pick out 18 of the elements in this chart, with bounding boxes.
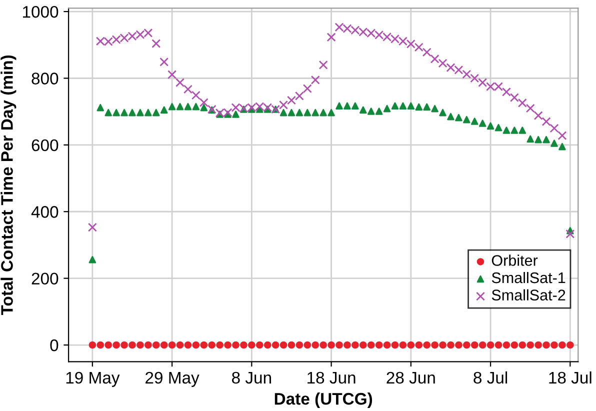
- x-tick-label: 28 Jun: [386, 372, 435, 384]
- legend-label: SmallSat-1: [492, 272, 566, 284]
- legend-label: SmallSat-2: [492, 289, 566, 300]
- y-axis-title: Total Contact Time Per Day (min): [0, 55, 16, 316]
- x-tick-label: 18 Jun: [308, 372, 356, 384]
- y-tick-label: 0: [50, 339, 58, 352]
- x-tick-label: 8 Jun: [232, 372, 271, 384]
- y-tick-label: 200: [32, 272, 58, 285]
- legend-label: Orbiter: [492, 254, 538, 266]
- x-axis-title: Date (UTCG): [274, 392, 372, 408]
- x-tick-label: 19 May: [66, 372, 120, 387]
- y-tick-label: 600: [32, 139, 58, 152]
- x-tick-label: 18 Jul: [549, 371, 592, 384]
- y-tick-label: 1000: [23, 6, 58, 18]
- x-tick-label: 8 Jul: [474, 371, 508, 384]
- y-tick-label: 400: [31, 206, 58, 218]
- y-tick-label: 800: [32, 72, 58, 84]
- x-tick-label: 29 May: [146, 372, 200, 387]
